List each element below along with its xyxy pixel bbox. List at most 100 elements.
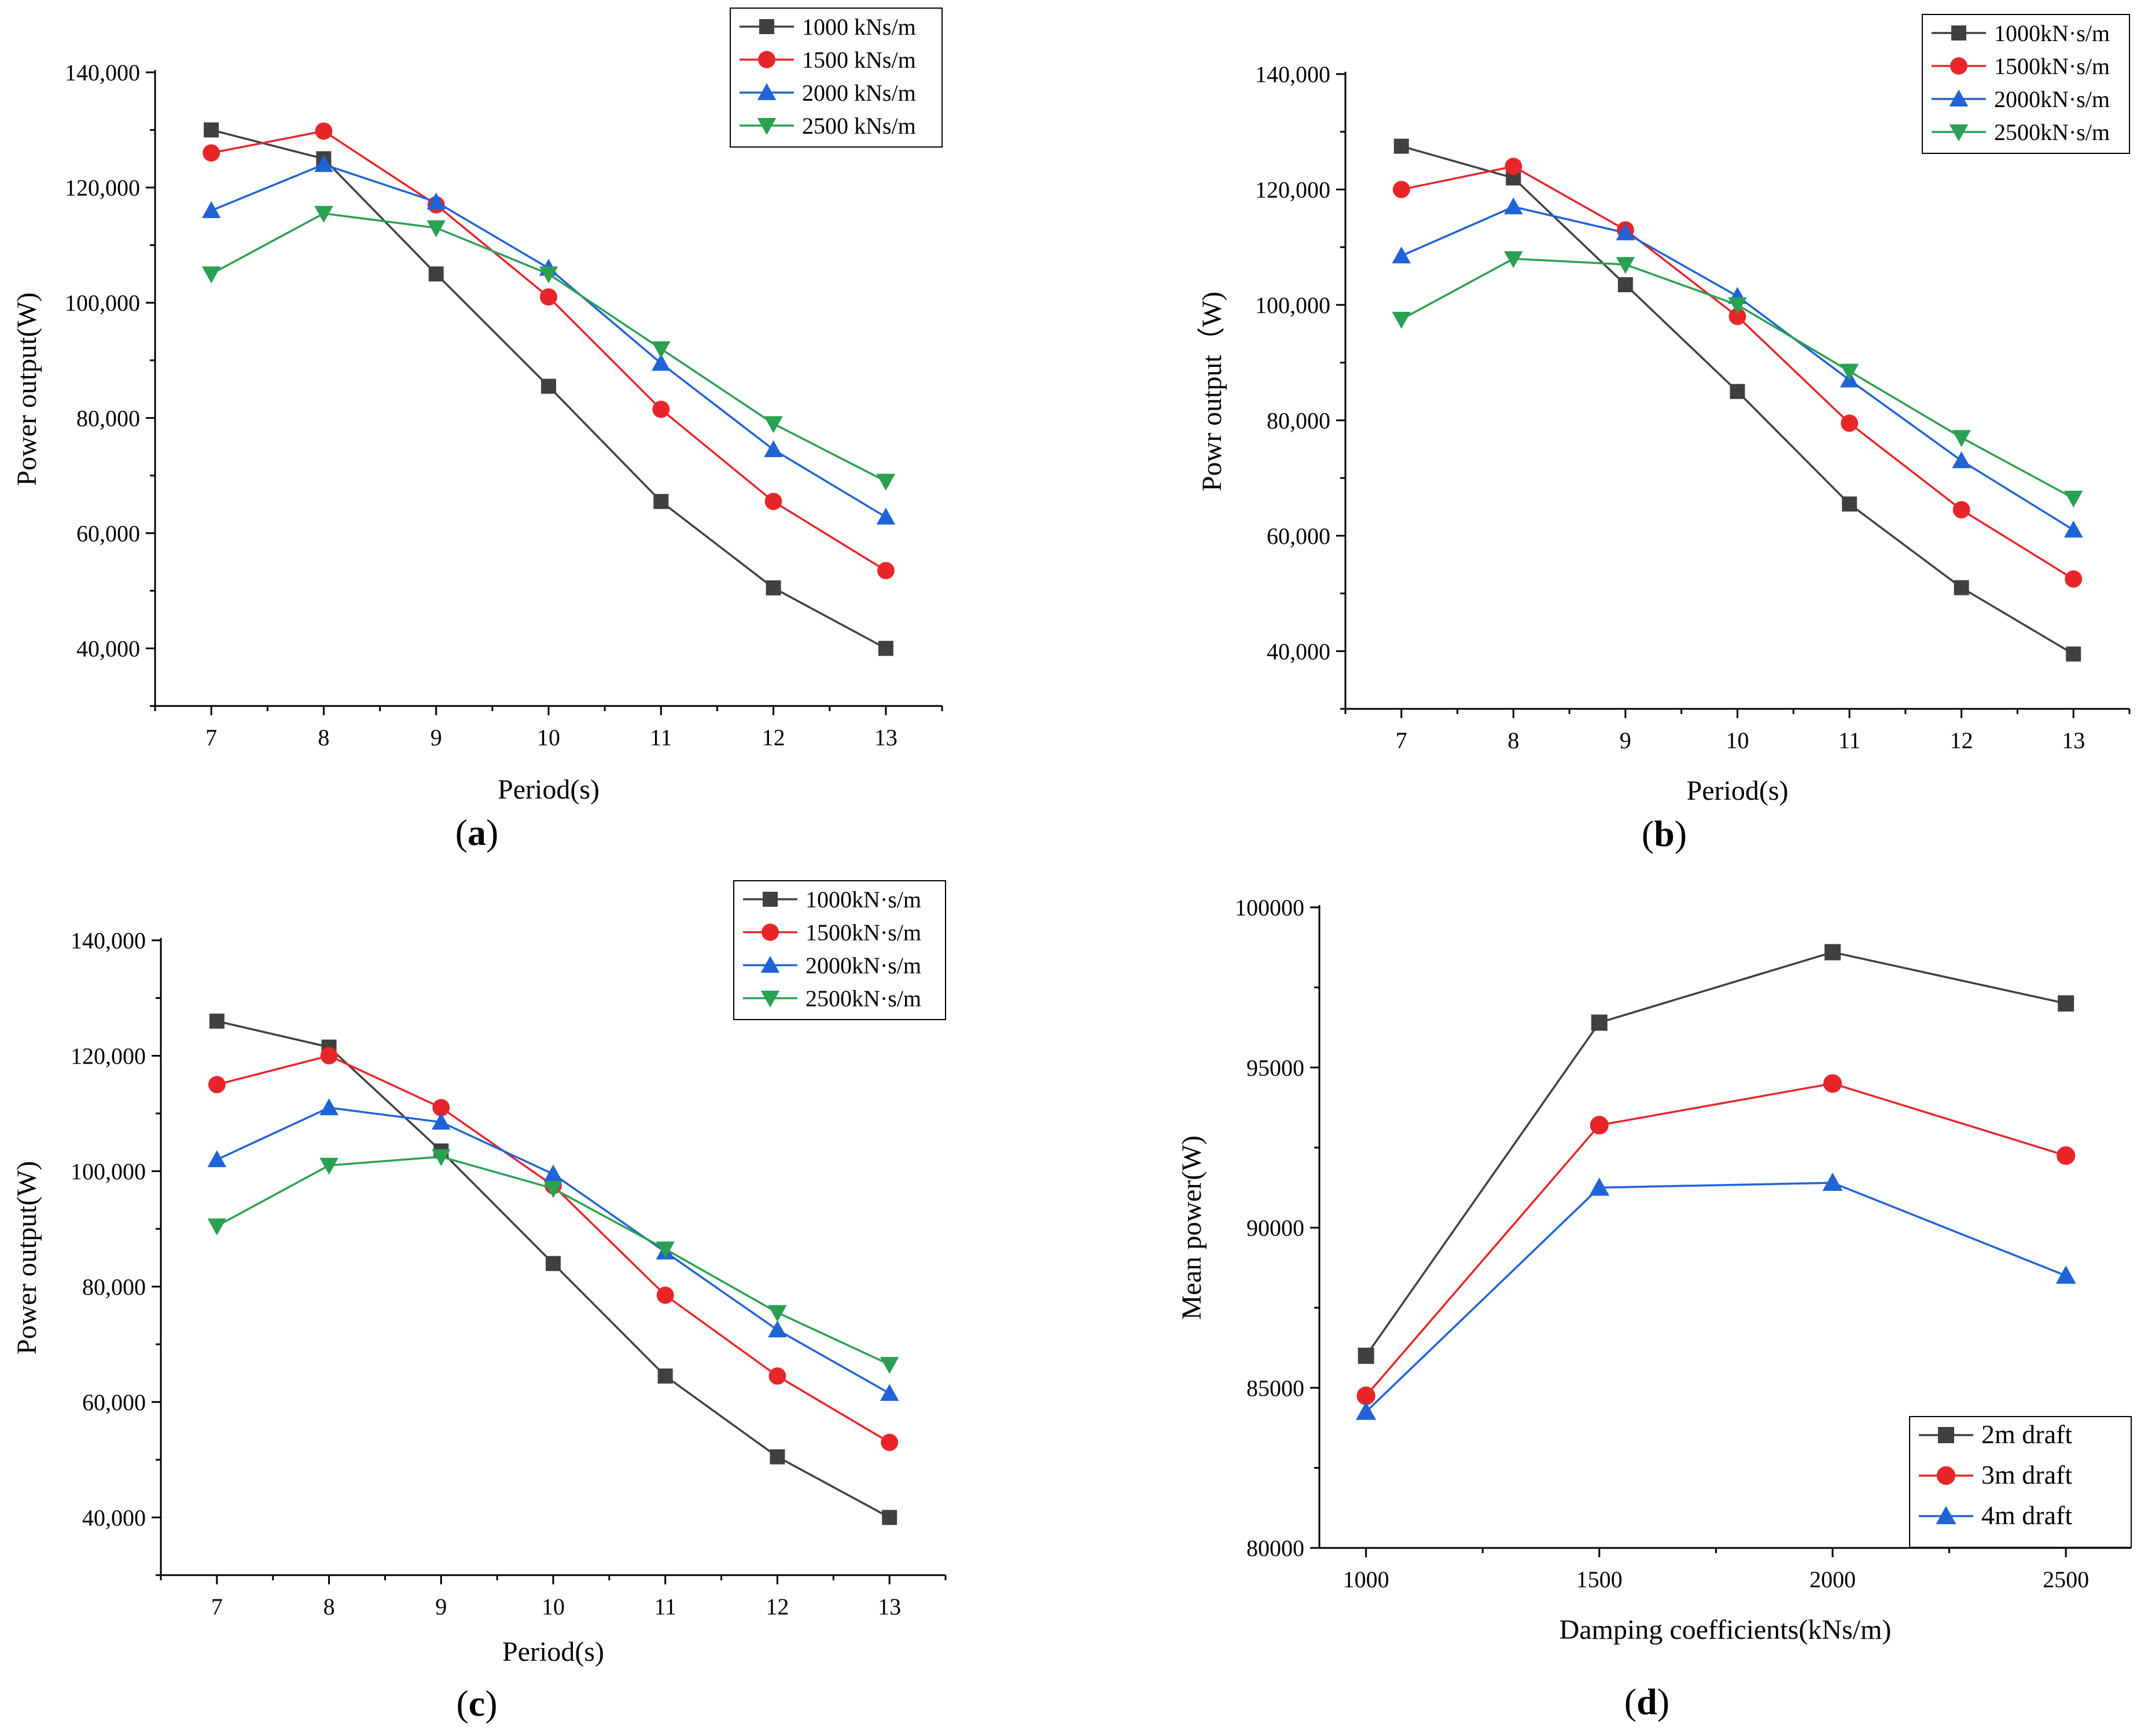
series-line [1401,145,2075,655]
data-point [432,1099,450,1117]
data-point [1392,246,1411,264]
data-point [876,507,896,525]
x-tick-label: 13 [878,1594,901,1620]
data-point [656,1286,674,1304]
x-tick-label: 10 [542,1594,565,1620]
data-point [2058,995,2075,1012]
legend-label: 1500kN·s/m [805,920,921,946]
data-point [319,1098,339,1116]
series-1 [204,122,893,656]
data-point [1616,257,1635,274]
data-point [1591,1014,1608,1031]
y-axis-title: Power output(W) [12,1161,42,1355]
panel-label-open-paren: ( [1642,813,1654,854]
x-tick-label: 12 [766,1594,789,1620]
data-point [1841,414,1859,432]
y-tick-label: 140,000 [1255,61,1330,87]
data-point [1358,1347,1374,1364]
panel-label-letter: b [1654,813,1675,854]
y-tick-label: 80,000 [1267,407,1330,433]
data-point [1823,1074,1842,1093]
data-point [207,1150,227,1167]
data-point [315,122,333,140]
x-tick-label: 8 [318,724,329,751]
legend-label: 4m draft [1981,1500,2072,1530]
data-point [770,1449,785,1465]
y-tick-label: 140,000 [65,60,140,86]
series-4 [207,1149,899,1374]
series-2 [203,122,895,580]
legend-label: 3m draft [1981,1460,2072,1489]
legend-swatch-marker [760,955,780,973]
x-tick-label: 12 [1950,727,1973,753]
data-point [426,220,446,238]
legend-label: 2000kN·s/m [1994,86,2110,112]
legend-label: 1500kN·s/m [1994,53,2110,79]
data-point [204,122,219,138]
data-point [657,1368,673,1384]
data-point [1952,430,1971,447]
data-point [1954,580,1969,595]
legend-swatch-marker [1938,1427,1954,1443]
legend-swatch-marker [757,83,777,100]
x-tick-label: 7 [211,1594,223,1620]
data-point [768,1305,787,1322]
panel-label-close-paren: ) [1657,1681,1669,1722]
panel-label: (d) [1624,1681,1669,1722]
data-point [878,641,893,656]
data-point [314,205,333,223]
data-point [1505,157,1522,175]
series-2 [208,1047,899,1451]
y-tick-label: 90000 [1246,1215,1304,1241]
y-tick-label: 120,000 [71,1043,146,1069]
data-point [1824,944,1841,961]
data-point [1392,311,1411,329]
x-axis-title: Period(s) [1687,775,1789,806]
data-point [543,1180,563,1198]
data-point [201,266,221,284]
x-tick-label: 9 [435,1594,447,1620]
data-point [432,1149,451,1167]
y-tick-label: 80,000 [82,1274,146,1300]
legend-label: 2000kN·s/m [805,952,921,979]
series-1 [1358,944,2075,1364]
legend-swatch-marker [1951,25,1966,41]
data-point [1842,496,1858,512]
x-tick-label: 11 [650,724,672,751]
data-point [764,440,783,458]
series-line [1365,1182,2066,1413]
data-point [201,201,221,218]
legend-swatch-marker [763,892,778,907]
series-line [1401,165,2075,580]
y-tick-label: 85000 [1246,1375,1304,1401]
data-point [1730,384,1745,399]
data-point [2066,646,2081,662]
x-tick-label: 11 [654,1594,676,1620]
data-point [208,1076,226,1094]
x-tick-label: 13 [2062,727,2085,753]
data-point [881,1433,899,1451]
legend-label: 1000 kNs/m [802,14,916,40]
data-point [764,492,782,510]
x-tick-label: 7 [205,724,217,751]
legend: 1000 kNs/m 1500 kNs/m 2000 kNs/m 2500 kNs/m [730,8,943,148]
panel-label: (c) [456,1683,497,1724]
y-axis-title: Mean power(W) [1176,1135,1207,1320]
data-point [1504,197,1523,215]
y-tick-label: 60,000 [76,520,140,546]
y-tick-label: 100,000 [71,1158,146,1185]
series-1 [209,1013,898,1525]
y-tick-label: 80000 [1246,1535,1304,1561]
data-point [1356,1386,1375,1406]
y-tick-label: 140,000 [71,928,146,954]
panel-label-open-paren: ( [1624,1681,1636,1722]
chart-c: 40,000 60,000 80,000 100,000 120,000 140,000 7… [12,880,947,1724]
data-point [1616,223,1635,241]
legend-label: 1000kN·s/m [1994,20,2110,46]
data-point [1728,297,1747,315]
data-point [1952,501,1970,518]
data-point [652,400,670,418]
legend-swatch-marker [762,924,779,941]
y-tick-label: 95000 [1246,1055,1304,1081]
data-point [1952,451,1971,469]
